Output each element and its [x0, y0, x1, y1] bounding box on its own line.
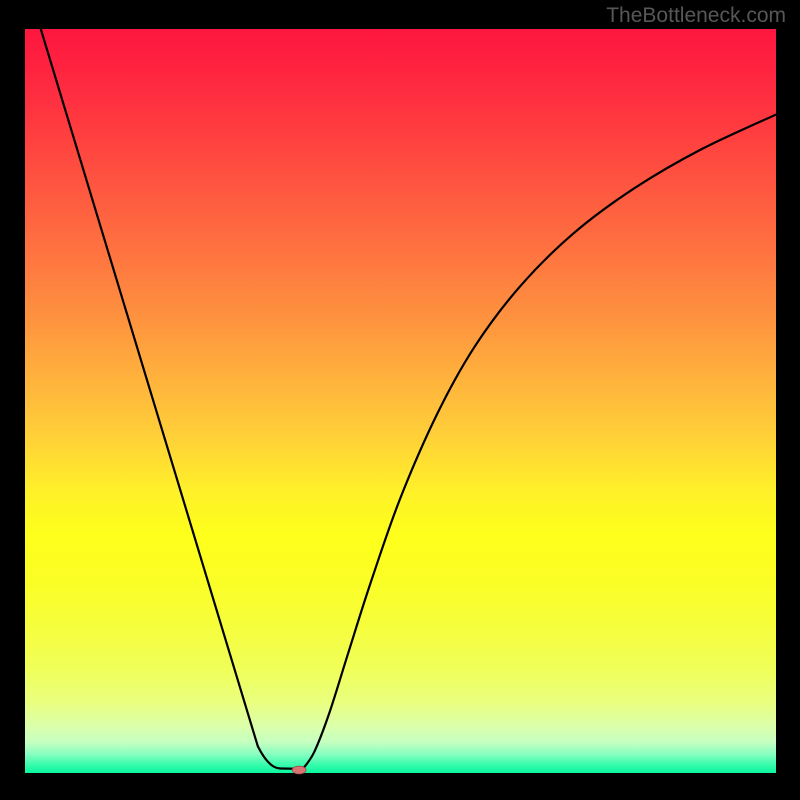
chart-container: TheBottleneck.com — [0, 0, 800, 800]
dip-marker — [292, 766, 306, 774]
chart-svg — [0, 0, 800, 800]
plot-background — [25, 29, 776, 773]
watermark-text: TheBottleneck.com — [606, 4, 786, 28]
